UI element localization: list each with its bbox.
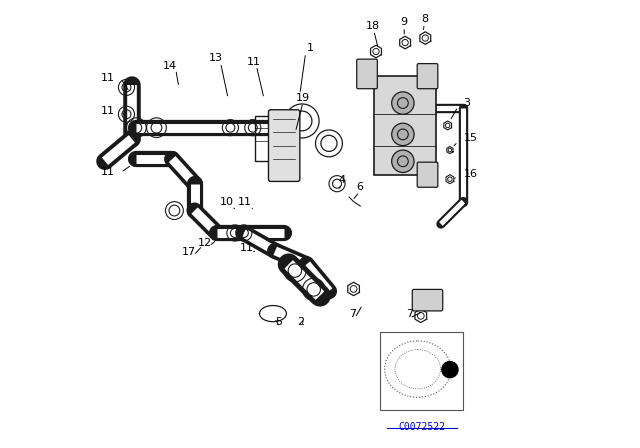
Polygon shape bbox=[423, 169, 432, 180]
Polygon shape bbox=[423, 71, 432, 82]
Text: 2: 2 bbox=[298, 317, 305, 327]
Circle shape bbox=[392, 150, 414, 172]
Circle shape bbox=[392, 123, 414, 146]
FancyBboxPatch shape bbox=[417, 64, 438, 89]
Text: 18: 18 bbox=[366, 21, 380, 31]
Text: 11: 11 bbox=[101, 168, 115, 177]
Text: 9: 9 bbox=[401, 17, 408, 27]
Polygon shape bbox=[447, 146, 453, 154]
Text: 1: 1 bbox=[307, 43, 314, 53]
Text: 4: 4 bbox=[338, 175, 345, 185]
Text: 5: 5 bbox=[275, 317, 282, 327]
Polygon shape bbox=[420, 32, 431, 44]
Text: 3: 3 bbox=[463, 98, 470, 108]
Polygon shape bbox=[348, 282, 360, 296]
Text: 11: 11 bbox=[239, 243, 253, 253]
FancyBboxPatch shape bbox=[417, 162, 438, 187]
Text: 13: 13 bbox=[209, 53, 223, 63]
Text: C0072522: C0072522 bbox=[399, 422, 445, 432]
Text: 11: 11 bbox=[101, 106, 115, 116]
Text: 8: 8 bbox=[421, 14, 428, 24]
FancyBboxPatch shape bbox=[412, 289, 443, 311]
Text: 16: 16 bbox=[463, 169, 477, 179]
Circle shape bbox=[392, 92, 414, 114]
FancyBboxPatch shape bbox=[356, 59, 378, 89]
Polygon shape bbox=[422, 294, 433, 306]
Text: 6: 6 bbox=[356, 182, 363, 192]
Text: 12: 12 bbox=[197, 238, 211, 248]
Text: 19: 19 bbox=[296, 93, 310, 103]
Text: 7: 7 bbox=[406, 310, 413, 319]
Text: 14: 14 bbox=[163, 61, 177, 71]
Text: 7: 7 bbox=[349, 310, 356, 319]
Polygon shape bbox=[446, 175, 454, 184]
Bar bbox=[380, 332, 463, 410]
Text: 11: 11 bbox=[101, 73, 115, 83]
Circle shape bbox=[442, 362, 458, 378]
Bar bbox=[374, 76, 436, 175]
FancyBboxPatch shape bbox=[269, 110, 300, 181]
Polygon shape bbox=[400, 36, 410, 49]
Polygon shape bbox=[444, 121, 452, 130]
Text: 15: 15 bbox=[463, 133, 477, 143]
Polygon shape bbox=[371, 45, 381, 58]
Bar bbox=[255, 116, 278, 161]
Text: 11: 11 bbox=[246, 57, 260, 67]
Polygon shape bbox=[415, 309, 427, 323]
Text: 11: 11 bbox=[238, 198, 252, 207]
Text: 17: 17 bbox=[182, 247, 196, 257]
Text: 10: 10 bbox=[220, 198, 234, 207]
